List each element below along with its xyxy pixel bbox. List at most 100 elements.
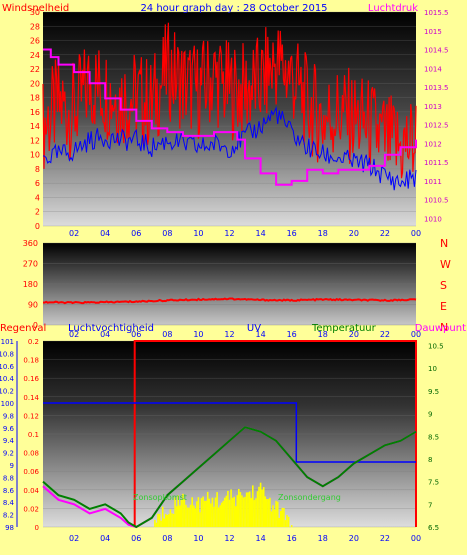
humidity-tick-label: 10.4 bbox=[0, 375, 15, 383]
time-tick-label: 06 bbox=[131, 330, 141, 339]
time-tick-label: 16 bbox=[287, 330, 297, 339]
pressure-line bbox=[43, 48, 417, 186]
rain-line bbox=[133, 340, 417, 527]
time-tick-label: 18 bbox=[318, 330, 328, 339]
average-wind-line bbox=[42, 105, 417, 191]
compass-w-label: W bbox=[440, 258, 451, 271]
time-tick-label: 10 bbox=[193, 330, 203, 339]
rain-tick-label: 0.18 bbox=[23, 357, 39, 365]
time-tick-label: 08 bbox=[162, 534, 172, 543]
pressure-tick-label: 1012.5 bbox=[424, 122, 449, 130]
wind-tick-label: 2 bbox=[35, 208, 40, 217]
time-tick-label: 02 bbox=[69, 534, 79, 543]
pressure-tick-label: 1013.5 bbox=[424, 84, 449, 92]
time-tick-label: 04 bbox=[100, 229, 110, 238]
pressure-tick-label: 1011 bbox=[424, 178, 442, 186]
humidity-tick-label: 8.6 bbox=[3, 487, 15, 495]
temperature-tick-label: 10.5 bbox=[428, 343, 444, 351]
rain-tick-label: 0.2 bbox=[28, 338, 39, 346]
temperature-tick-label: 8.5 bbox=[428, 433, 439, 441]
temperature-tick-label: 10 bbox=[428, 365, 437, 373]
wind-tick-label: 4 bbox=[35, 193, 40, 202]
temperature-tick-label: 9 bbox=[428, 411, 432, 419]
rain-tick-label: 0.06 bbox=[23, 468, 39, 476]
direction-tick-label: 180 bbox=[23, 280, 38, 289]
wind-tick-label: 20 bbox=[30, 79, 40, 88]
windsnelheid-label: Windsnelheid bbox=[2, 3, 69, 14]
temperature-tick-label: 6.5 bbox=[428, 524, 439, 532]
time-tick-label: 12 bbox=[224, 534, 234, 543]
direction-tick-label: 0 bbox=[33, 321, 38, 330]
humidity-tick-label: 9.6 bbox=[3, 425, 15, 433]
rain-tick-label: 0.04 bbox=[23, 487, 39, 495]
wind-time-axis: 02 04 06 08 10 12 14 16 18 20 22 00 bbox=[69, 229, 421, 238]
direction-axis: 0 90 180 270 360 bbox=[23, 239, 416, 330]
rain-uv-temp-series bbox=[42, 340, 417, 529]
pressure-tick-label: 1012 bbox=[424, 140, 442, 148]
wind-tick-label: 28 bbox=[30, 22, 40, 31]
wind-pressure-series bbox=[42, 22, 417, 191]
time-tick-label: 08 bbox=[162, 330, 172, 339]
time-tick-label: 18 bbox=[318, 229, 328, 238]
direction-tick-label: 360 bbox=[23, 239, 38, 248]
time-tick-label: 20 bbox=[349, 534, 359, 543]
temperature-line bbox=[42, 426, 417, 529]
time-tick-label: 12 bbox=[224, 229, 234, 238]
wind-tick-label: 24 bbox=[30, 51, 40, 60]
rain-tick-label: 0.12 bbox=[23, 412, 39, 420]
time-tick-label: 14 bbox=[255, 534, 265, 543]
time-tick-label: 10 bbox=[193, 229, 203, 238]
humidity-tick-label: 10.8 bbox=[0, 350, 14, 358]
humidity-tick-label: 10.2 bbox=[0, 388, 14, 396]
pressure-tick-label: 1015.5 bbox=[424, 9, 449, 17]
time-tick-label: 22 bbox=[380, 534, 390, 543]
pressure-tick-label: 1015 bbox=[424, 28, 442, 36]
compass-s-label: S bbox=[440, 279, 447, 292]
dauwpunt-label: Dauwpunt bbox=[415, 323, 466, 334]
humidity-tick-label: 9.2 bbox=[3, 450, 14, 458]
time-tick-label: 18 bbox=[318, 534, 328, 543]
time-tick-label: 00 bbox=[411, 534, 421, 543]
pressure-axis: 1010 1010.5 1011 1011.5 1012 1012.5 1013 1013.5… bbox=[424, 9, 449, 223]
luchtvochtigheid-label: Luchtvochtigheid bbox=[68, 323, 154, 334]
time-tick-label: 10 bbox=[193, 534, 203, 543]
wind-tick-label: 16 bbox=[30, 108, 40, 117]
regenval-label: Regenval bbox=[0, 323, 46, 334]
pressure-tick-label: 1010 bbox=[424, 215, 442, 223]
wind-tick-label: 12 bbox=[30, 136, 40, 145]
chart-title: 24 hour graph day : 28 October 2015 bbox=[140, 3, 327, 14]
uv-label: UV bbox=[247, 323, 261, 334]
time-tick-label: 00 bbox=[411, 330, 421, 339]
temperature-axis: 6.5 7 7.5 8 8.5 9 9.5 10 10.5 bbox=[428, 343, 444, 532]
time-tick-label: 20 bbox=[349, 330, 359, 339]
humidity-tick-label: 101 bbox=[1, 338, 14, 346]
wind-tick-label: 26 bbox=[30, 37, 40, 46]
humidity-tick-label: 98 bbox=[5, 524, 14, 532]
rain-tick-label: 0.1 bbox=[28, 431, 39, 439]
direction-tick-label: 90 bbox=[28, 301, 38, 310]
compass-e-label: E bbox=[440, 300, 447, 313]
humidity-tick-label: 8.2 bbox=[3, 512, 14, 520]
humidity-axis: 98 8.2 8.4 8.6 8.8 9 9.2 9.4 9.6 9.8 100 10.2 10.4 10… bbox=[0, 338, 18, 532]
rain-tick-label: 0.16 bbox=[23, 375, 39, 383]
temperature-tick-label: 7.5 bbox=[428, 479, 439, 487]
rain-tick-label: 0.02 bbox=[23, 505, 39, 513]
temperatuur-label: Temperatuur bbox=[311, 323, 377, 334]
humidity-tick-label: 9 bbox=[10, 462, 14, 470]
pressure-tick-label: 1014.5 bbox=[424, 47, 449, 55]
wind-tick-label: 18 bbox=[30, 94, 40, 103]
wind-tick-label: 6 bbox=[35, 179, 40, 188]
pressure-tick-label: 1013 bbox=[424, 103, 442, 111]
time-tick-label: 06 bbox=[131, 229, 141, 238]
time-tick-label: 20 bbox=[349, 229, 359, 238]
gust-line bbox=[42, 22, 417, 179]
pressure-tick-label: 1010.5 bbox=[424, 197, 449, 205]
compass-n-label: N bbox=[440, 237, 448, 250]
time-tick-label: 16 bbox=[287, 229, 297, 238]
time-tick-label: 06 bbox=[131, 534, 141, 543]
rain-tick-label: 0 bbox=[35, 524, 39, 532]
compass-n2-label: N bbox=[440, 321, 448, 334]
humidity-tick-label: 9.4 bbox=[3, 437, 15, 445]
